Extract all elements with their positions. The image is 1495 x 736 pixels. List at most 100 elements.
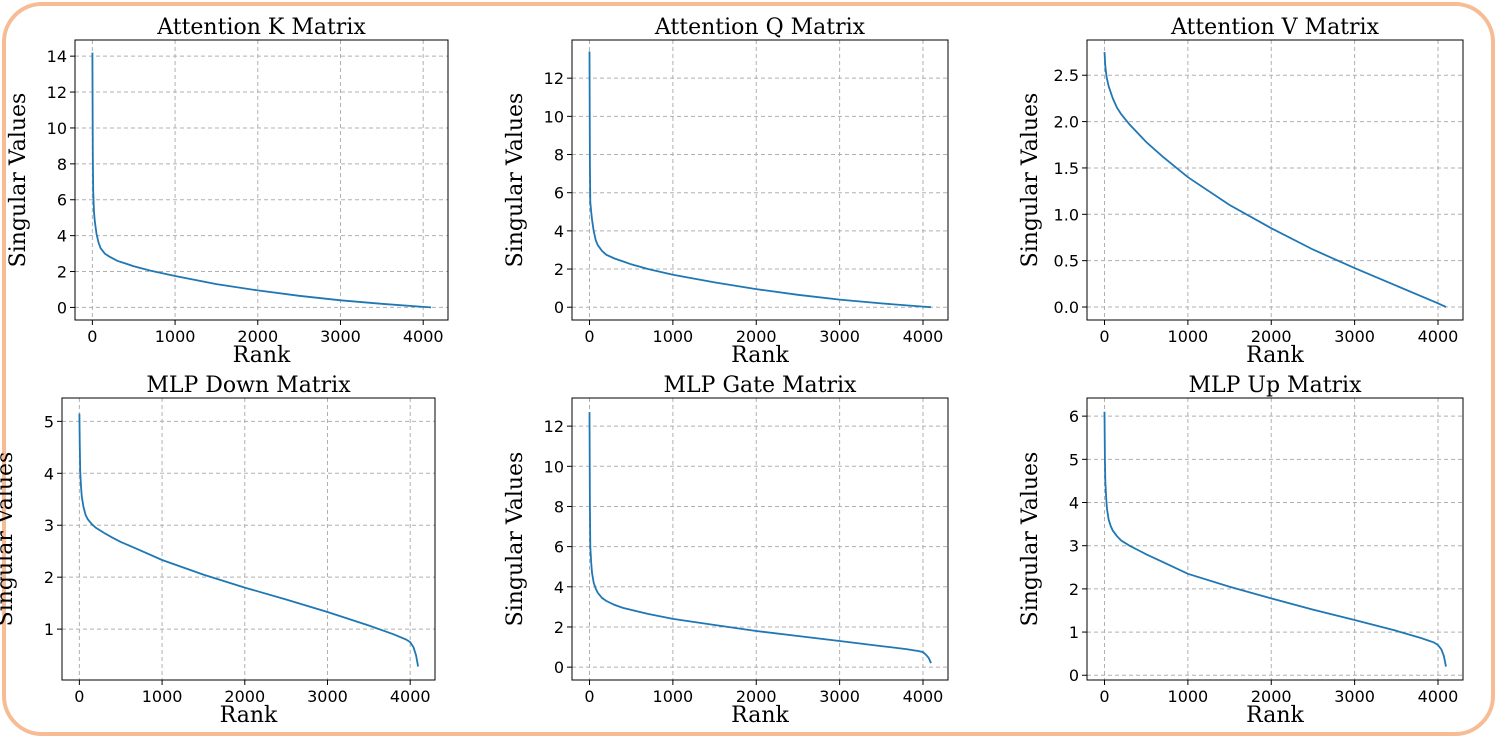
x-tick-label: 4000 [403, 327, 444, 346]
y-tick-label: 6 [57, 191, 67, 210]
x-tick-label: 2000 [224, 687, 265, 706]
x-tick-label: 3000 [307, 687, 348, 706]
y-tick-label: 10 [544, 457, 564, 476]
singular-value-curve [78, 413, 419, 667]
y-tick-label: 0.0 [1054, 298, 1079, 317]
y-tick-label: 5 [1069, 450, 1079, 469]
y-tick-label: 6 [1069, 407, 1079, 426]
plot-area [61, 397, 436, 681]
subplot-title: Attention Q Matrix [654, 15, 866, 40]
x-tick-label: 4000 [390, 687, 431, 706]
y-tick-label: 4 [1069, 494, 1079, 513]
subplot-1: 0 1000 2000 3000 4000 0 2 4 6 8 10 12 14 Attention K … [6, 15, 449, 368]
x-tick-label: 1000 [1168, 327, 1209, 346]
y-tick-label: 4 [554, 578, 564, 597]
subplot-title: Attention K Matrix [156, 15, 366, 40]
plot-area [1086, 39, 1464, 321]
y-tick-label: 8 [554, 497, 564, 516]
y-tick-label: 12 [544, 69, 564, 88]
y-tick-label: 14 [47, 47, 67, 66]
y-tick-label: 4 [554, 222, 564, 241]
singular-value-curve [1103, 411, 1447, 667]
x-tick-label: 0 [74, 687, 84, 706]
y-tick-label: 3 [44, 516, 54, 535]
x-tick-label: 2000 [1251, 327, 1292, 346]
x-tick-label: 1000 [155, 327, 196, 346]
y-tick-label: 10 [47, 119, 67, 138]
singular-value-curve [588, 412, 932, 664]
x-tick-label: 0 [1099, 327, 1109, 346]
y-tick-label: 6 [554, 538, 564, 557]
y-tick-label: 8 [57, 155, 67, 174]
subplot-5: 0 1000 2000 3000 4000 0 2 4 6 8 10 12 MLP Gate Matri… [503, 373, 949, 728]
y-tick-label: 0 [554, 658, 564, 677]
y-tick-label: 12 [544, 417, 564, 436]
x-tick-label: 0 [1099, 687, 1109, 706]
x-tick-label: 2000 [736, 327, 777, 346]
x-axis-label: Rank [731, 703, 789, 728]
x-tick-label: 3000 [1334, 327, 1375, 346]
y-tick-label: 1.0 [1054, 205, 1079, 224]
x-tick-label: 1000 [653, 687, 694, 706]
y-axis-label: Singular Values [503, 93, 528, 268]
y-tick-label: 2 [57, 263, 67, 282]
y-tick-label: 2.5 [1054, 66, 1079, 85]
x-axis-label: Rank [220, 703, 278, 728]
x-tick-label: 3000 [320, 327, 361, 346]
x-tick-label: 2000 [1251, 687, 1292, 706]
y-axis-label: Singular Values [503, 452, 528, 627]
y-tick-label: 12 [47, 83, 67, 102]
y-tick-label: 0 [57, 298, 67, 317]
y-tick-label: 0 [1069, 666, 1079, 685]
x-tick-label: 2000 [237, 327, 278, 346]
singular-value-curve [1103, 52, 1447, 308]
x-axis-label: Rank [1246, 703, 1304, 728]
subplot-4: 0 1000 2000 3000 4000 1 2 3 4 5 MLP Down Matrix Ran… [0, 373, 436, 728]
y-axis-label: Singular Values [6, 93, 31, 268]
x-tick-label: 4000 [1418, 687, 1459, 706]
y-tick-label: 4 [57, 227, 67, 246]
x-tick-label: 0 [87, 327, 97, 346]
x-tick-label: 0 [584, 687, 594, 706]
y-tick-label: 1 [1069, 623, 1079, 642]
y-tick-label: 2 [554, 260, 564, 279]
y-tick-label: 2 [554, 618, 564, 637]
y-tick-label: 8 [554, 146, 564, 165]
subplot-title: Attention V Matrix [1170, 15, 1380, 40]
plot-area [74, 39, 449, 321]
subplot-title: MLP Down Matrix [146, 373, 351, 398]
x-axis-label: Rank [731, 343, 789, 368]
y-axis-label: Singular Values [1018, 452, 1043, 627]
x-tick-label: 0 [584, 327, 594, 346]
plot-area [571, 39, 949, 321]
y-tick-label: 4 [44, 464, 54, 483]
subplot-title: MLP Up Matrix [1189, 373, 1363, 398]
y-tick-label: 6 [554, 184, 564, 203]
y-tick-label: 10 [544, 107, 564, 126]
singular-value-curve [91, 52, 432, 309]
x-tick-label: 4000 [903, 687, 944, 706]
y-tick-label: 2.0 [1054, 113, 1079, 132]
x-axis-label: Rank [233, 343, 291, 368]
y-tick-label: 2 [44, 568, 54, 587]
y-tick-label: 1.5 [1054, 159, 1079, 178]
subplot-2: 0 1000 2000 3000 4000 0 2 4 6 8 10 12 Attention Q Ma… [503, 15, 949, 368]
x-tick-label: 2000 [736, 687, 777, 706]
x-tick-label: 3000 [1334, 687, 1375, 706]
subplot-title: MLP Gate Matrix [664, 373, 858, 398]
y-tick-label: 1 [44, 620, 54, 639]
singular-value-curve [588, 51, 932, 309]
subplot-3: 0 1000 2000 3000 4000 0.0 0.5 1.0 1.5 2.0 2.5 Atten… [1018, 15, 1464, 368]
x-tick-label: 3000 [819, 327, 860, 346]
y-axis-label: Singular Values [0, 452, 18, 627]
x-tick-label: 4000 [1418, 327, 1459, 346]
y-tick-label: 3 [1069, 537, 1079, 556]
y-tick-label: 2 [1069, 580, 1079, 599]
y-tick-label: 0 [554, 298, 564, 317]
x-tick-label: 4000 [903, 327, 944, 346]
plot-area [571, 397, 949, 681]
y-tick-label: 5 [44, 412, 54, 431]
x-tick-label: 1000 [142, 687, 183, 706]
